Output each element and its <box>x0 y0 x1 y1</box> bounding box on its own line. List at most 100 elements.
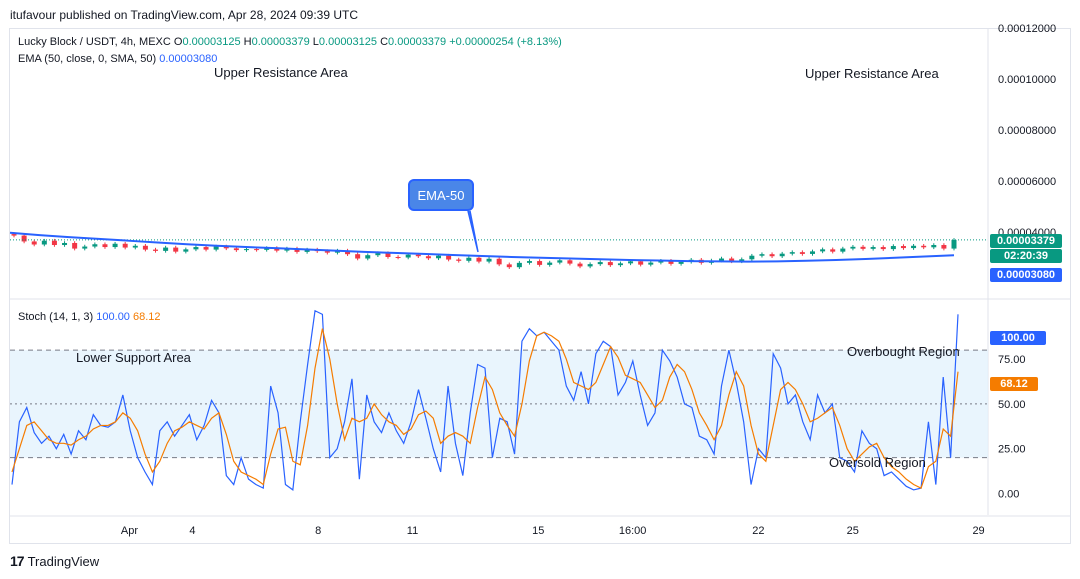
candle-body <box>122 243 128 248</box>
stoch-tick-label: 50.00 <box>998 399 1026 411</box>
candle-body <box>607 262 613 266</box>
candle-body <box>799 252 805 254</box>
candle-body <box>11 234 17 236</box>
time-tick-label: Apr <box>121 525 138 537</box>
candle-body <box>900 246 906 249</box>
candle-body <box>142 245 148 250</box>
candle-body <box>526 261 532 263</box>
stoch-legend: Stoch (14, 1, 3) 100.00 68.12 <box>18 311 161 323</box>
candle-body <box>577 263 583 267</box>
time-tick-label: 22 <box>752 525 764 537</box>
price-legend: Lucky Block / USDT, 4h, MEXC O0.00003125… <box>18 36 562 48</box>
stoch-k-value: 100.00 <box>96 311 130 323</box>
candles <box>10 232 988 269</box>
candle-body <box>496 258 502 265</box>
candle-body <box>102 244 108 248</box>
candle-body <box>31 241 37 245</box>
annotation-overbought: Overbought Region <box>847 344 960 359</box>
candle-body <box>163 247 169 251</box>
candle-body <box>132 245 138 248</box>
candle-body <box>921 245 927 248</box>
time-tick-label: 29 <box>972 525 984 537</box>
change-value: +0.00000254 (+8.13%) <box>449 36 562 48</box>
open-value: 0.00003125 <box>182 36 241 48</box>
countdown-tag: 02:20:39 <box>990 249 1062 263</box>
candle-body <box>153 249 159 251</box>
candle-body <box>365 255 371 259</box>
time-tick-label: 25 <box>847 525 859 537</box>
stoch-tick-label: 0.00 <box>998 489 1019 501</box>
candle-body <box>264 248 270 250</box>
candle-body <box>638 261 644 265</box>
annotation-oversold: Oversold Region <box>829 455 926 470</box>
candle-body <box>789 252 795 254</box>
stoch-tick-label: 75.00 <box>998 354 1026 366</box>
tradingview-logo-icon: 17 <box>10 553 25 569</box>
high-label: H <box>243 36 252 48</box>
candle-body <box>516 262 522 268</box>
stoch-k-tag: 100.00 <box>990 331 1046 345</box>
candle-body <box>890 246 896 250</box>
candle-body <box>597 262 603 265</box>
annotation-lower-support: Lower Support Area <box>76 350 191 365</box>
ema-line-group <box>9 210 955 263</box>
candle-body <box>809 251 815 254</box>
time-tick-label: 16:00 <box>619 525 647 537</box>
candle-body <box>547 262 553 265</box>
ema-callout: EMA-50 <box>408 179 474 211</box>
stoch-d-line <box>11 328 959 489</box>
annotation-upper-resistance-right: Upper Resistance Area <box>805 66 939 81</box>
stoch-d-value: 68.12 <box>133 311 161 323</box>
time-tick-label: 15 <box>532 525 544 537</box>
candle-body <box>213 246 219 250</box>
candle-body <box>254 249 260 251</box>
candle-body <box>850 246 856 249</box>
candle-body <box>617 263 623 266</box>
stoch-label: Stoch (14, 1, 3) <box>18 311 94 323</box>
stoch-lines <box>11 309 959 492</box>
price-tick-label: 0.00012000 <box>998 23 1056 35</box>
candle-body <box>466 257 472 261</box>
candle-body <box>223 246 229 249</box>
candle-body <box>820 249 826 252</box>
candle-body <box>62 242 68 246</box>
candle-body <box>486 258 492 262</box>
stoch-tick-label: 25.00 <box>998 444 1026 456</box>
candle-body <box>233 248 239 251</box>
price-tick-label: 0.00008000 <box>998 125 1056 137</box>
candle-body <box>587 264 593 267</box>
close-value: 0.00003379 <box>388 36 447 48</box>
candle-body <box>931 245 937 248</box>
low-value: 0.00003125 <box>318 36 378 48</box>
time-tick-label: 11 <box>407 525 418 537</box>
candle-body <box>294 248 300 252</box>
candle-body <box>405 254 411 258</box>
candle-body <box>72 242 78 249</box>
high-value: 0.00003379 <box>251 36 310 48</box>
open-label: O <box>173 36 183 48</box>
candle-body <box>506 264 512 268</box>
candle-body <box>456 259 462 261</box>
candle-body <box>446 255 452 260</box>
candle-body <box>274 248 280 251</box>
candle-body <box>739 259 745 262</box>
candle-body <box>92 244 98 247</box>
candle-body <box>668 260 674 264</box>
candle-body <box>911 245 917 249</box>
stoch-k-line <box>11 309 959 492</box>
ema-label: EMA (50, close, 0, SMA, 50) <box>18 53 157 65</box>
candle-body <box>436 255 442 259</box>
low-label: L <box>312 36 319 48</box>
ema-value: 0.00003080 <box>159 53 218 65</box>
candle-body <box>41 240 47 245</box>
candle-body <box>648 262 654 265</box>
candle-body <box>395 256 401 258</box>
candle-body <box>345 250 351 255</box>
ema-legend: EMA (50, close, 0, SMA, 50) 0.00003080 <box>18 53 217 65</box>
candle-body <box>355 254 361 259</box>
footer-brand: TradingView <box>27 553 100 569</box>
candle-body <box>658 260 664 263</box>
candle-body <box>719 258 725 261</box>
candle-body <box>729 258 735 262</box>
